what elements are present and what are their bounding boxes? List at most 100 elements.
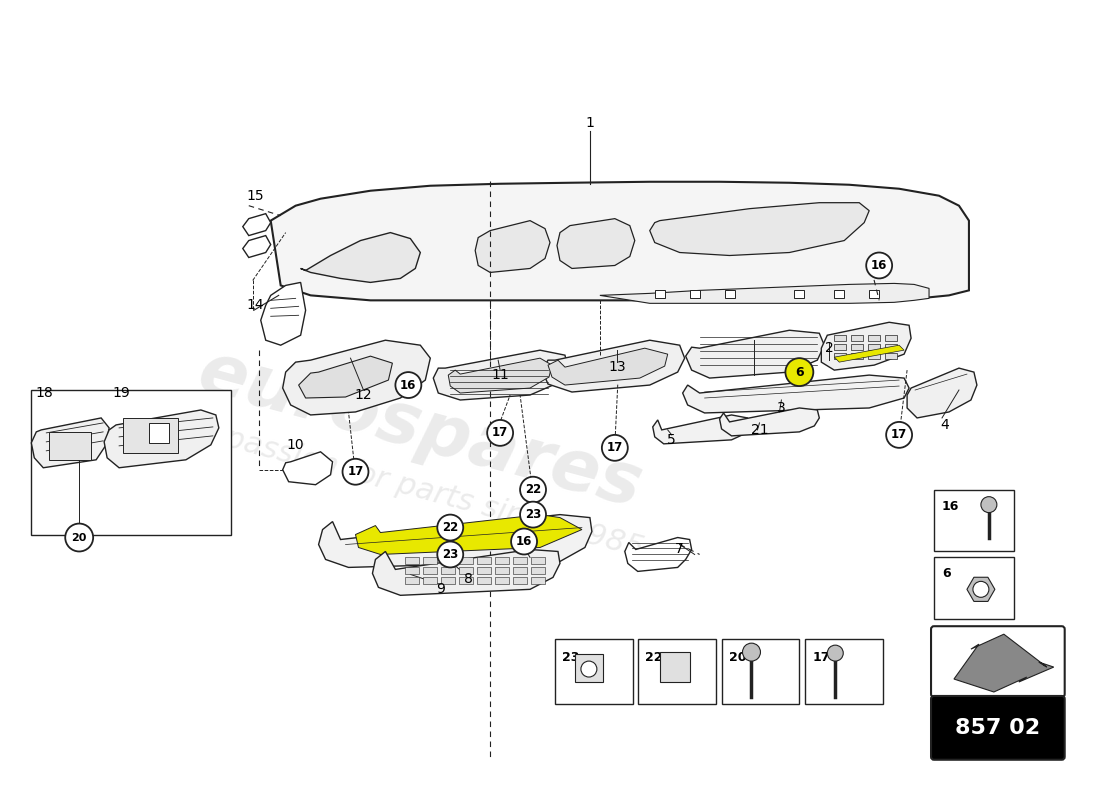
Polygon shape <box>834 345 904 362</box>
Polygon shape <box>243 214 271 235</box>
FancyBboxPatch shape <box>459 558 473 565</box>
Circle shape <box>395 372 421 398</box>
FancyBboxPatch shape <box>834 353 846 359</box>
Text: 9: 9 <box>436 582 444 596</box>
Text: 19: 19 <box>112 386 130 400</box>
Text: eurospares: eurospares <box>190 338 650 522</box>
Polygon shape <box>243 235 271 258</box>
Text: 10: 10 <box>287 438 305 452</box>
FancyBboxPatch shape <box>834 335 846 342</box>
Text: a passion for parts since 1985: a passion for parts since 1985 <box>194 416 647 563</box>
FancyBboxPatch shape <box>513 578 527 584</box>
Text: 2: 2 <box>825 341 834 355</box>
Text: 23: 23 <box>525 508 541 521</box>
Text: 5: 5 <box>668 433 676 447</box>
Text: 17: 17 <box>492 426 508 439</box>
Polygon shape <box>683 375 909 413</box>
Polygon shape <box>908 368 977 418</box>
Polygon shape <box>449 358 552 393</box>
FancyBboxPatch shape <box>868 353 880 359</box>
Polygon shape <box>557 218 635 269</box>
Text: 16: 16 <box>871 259 888 272</box>
FancyBboxPatch shape <box>495 567 509 574</box>
Text: 17: 17 <box>891 428 908 442</box>
Circle shape <box>512 529 537 554</box>
FancyBboxPatch shape <box>459 567 473 574</box>
Text: 22: 22 <box>645 651 662 664</box>
Polygon shape <box>31 418 109 468</box>
Text: 4: 4 <box>940 418 949 432</box>
FancyBboxPatch shape <box>441 567 455 574</box>
FancyBboxPatch shape <box>834 290 845 298</box>
FancyBboxPatch shape <box>477 558 491 565</box>
Polygon shape <box>719 408 820 436</box>
Text: 14: 14 <box>246 298 265 312</box>
FancyBboxPatch shape <box>725 290 735 298</box>
Circle shape <box>785 358 813 386</box>
Text: 7: 7 <box>675 542 684 557</box>
FancyBboxPatch shape <box>934 490 1014 551</box>
Text: 3: 3 <box>777 401 785 415</box>
Circle shape <box>487 420 513 446</box>
Text: 23: 23 <box>562 651 580 664</box>
Text: 15: 15 <box>246 189 265 202</box>
Polygon shape <box>319 514 592 567</box>
Text: 1: 1 <box>585 116 594 130</box>
Text: 17: 17 <box>812 651 829 664</box>
FancyBboxPatch shape <box>931 696 1065 760</box>
FancyBboxPatch shape <box>424 578 438 584</box>
FancyBboxPatch shape <box>886 335 898 342</box>
Polygon shape <box>298 356 393 398</box>
Text: 16: 16 <box>400 378 417 391</box>
Circle shape <box>981 497 997 513</box>
FancyBboxPatch shape <box>690 290 700 298</box>
FancyBboxPatch shape <box>931 626 1065 697</box>
Text: 17: 17 <box>607 442 623 454</box>
FancyBboxPatch shape <box>934 558 1014 619</box>
Text: 8: 8 <box>464 572 473 586</box>
Polygon shape <box>261 282 306 345</box>
Polygon shape <box>650 202 869 255</box>
FancyBboxPatch shape <box>660 652 690 682</box>
Text: 13: 13 <box>608 360 626 374</box>
FancyBboxPatch shape <box>722 639 800 704</box>
FancyBboxPatch shape <box>406 567 419 574</box>
FancyBboxPatch shape <box>123 418 178 453</box>
Text: 857 02: 857 02 <box>955 718 1041 738</box>
FancyBboxPatch shape <box>50 432 91 460</box>
Circle shape <box>520 502 546 527</box>
Polygon shape <box>373 550 560 595</box>
Text: 23: 23 <box>442 548 459 561</box>
FancyBboxPatch shape <box>886 353 898 359</box>
Polygon shape <box>548 348 668 385</box>
FancyBboxPatch shape <box>805 639 883 704</box>
Polygon shape <box>967 578 994 602</box>
Circle shape <box>827 645 844 661</box>
Text: 11: 11 <box>492 368 509 382</box>
Polygon shape <box>283 452 332 485</box>
Circle shape <box>65 523 94 551</box>
Polygon shape <box>685 330 824 378</box>
Circle shape <box>887 422 912 448</box>
FancyBboxPatch shape <box>513 558 527 565</box>
Circle shape <box>602 435 628 461</box>
FancyBboxPatch shape <box>495 578 509 584</box>
Text: 6: 6 <box>942 567 950 581</box>
FancyBboxPatch shape <box>424 558 438 565</box>
Polygon shape <box>104 410 219 468</box>
Text: 21: 21 <box>750 423 768 437</box>
FancyBboxPatch shape <box>513 567 527 574</box>
FancyBboxPatch shape <box>531 578 544 584</box>
FancyBboxPatch shape <box>495 558 509 565</box>
FancyBboxPatch shape <box>31 390 231 534</box>
FancyBboxPatch shape <box>868 335 880 342</box>
Circle shape <box>520 477 546 502</box>
Circle shape <box>742 643 760 661</box>
Circle shape <box>342 458 369 485</box>
Text: 20: 20 <box>72 533 87 542</box>
FancyBboxPatch shape <box>424 567 438 574</box>
Polygon shape <box>475 221 550 273</box>
Text: 22: 22 <box>442 521 459 534</box>
FancyBboxPatch shape <box>148 423 169 443</box>
Text: 12: 12 <box>354 388 372 402</box>
